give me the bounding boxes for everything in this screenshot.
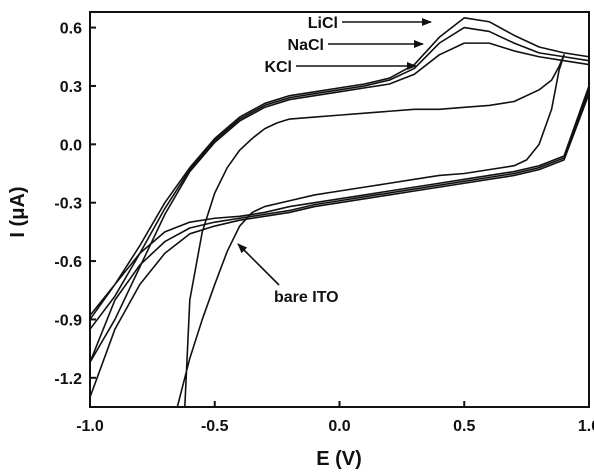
annotation-bare-ito: bare ITO [237,243,339,306]
series-line-bare-ito [176,54,565,408]
y-ticks-group: 0.6 0.3 0.0 -0.3 -0.6 -0.9 -1.2 [54,21,96,388]
y-tick-label: -0.6 [54,254,82,271]
y-tick-label: 0.0 [60,137,82,154]
annotation-licl: LiCl [308,15,432,32]
x-tick-label: -0.5 [201,418,229,435]
annotation-kcl: KCl [264,59,417,76]
x-tick-label: -1.0 [76,418,104,435]
series-line-licl [89,17,590,321]
y-axis-title: I (μA) [7,186,29,237]
y-tick-label: -0.3 [54,196,82,213]
y-tick-label: -1.2 [54,371,82,388]
annotation-nacl-label: NaCl [288,37,324,54]
series-line-nacl [89,26,590,364]
series-line-kcl [89,42,590,399]
x-ticks-group: -1.0 -0.5 0.0 0.5 1.0 [76,401,594,435]
annotation-kcl-label: KCl [264,59,292,76]
y-tick-label: 0.6 [60,21,82,38]
x-tick-label: 1.0 [578,418,594,435]
annotation-bare-ito-arrow [237,243,280,286]
x-tick-label: 0.0 [328,418,350,435]
annotation-bare-ito-label: bare ITO [274,289,339,306]
curves-group [89,17,590,408]
annotation-nacl: NaCl [288,37,424,54]
y-tick-label: -0.9 [54,312,82,329]
x-axis-title: E (V) [316,448,362,470]
annotation-licl-label: LiCl [308,15,338,32]
x-tick-label: 0.5 [453,418,475,435]
y-tick-label: 0.3 [60,79,82,96]
